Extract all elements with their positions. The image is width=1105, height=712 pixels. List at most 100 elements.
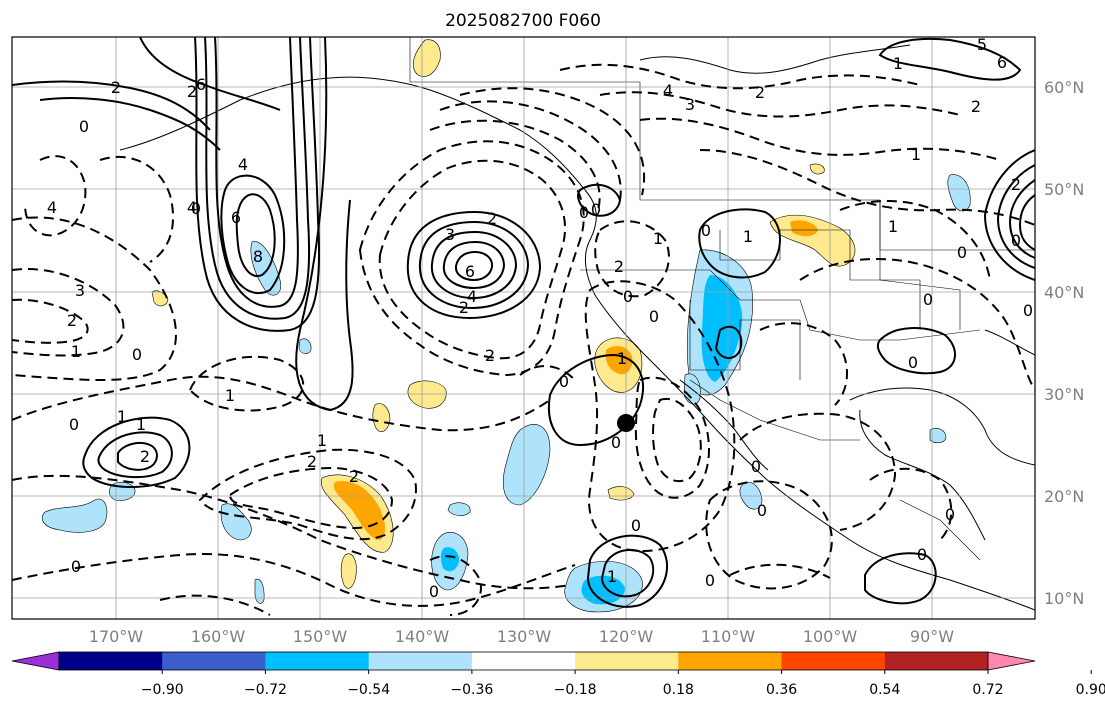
latitude-axis: 60°N 50°N 40°N 30°N 20°N 10°N (1044, 78, 1084, 608)
contour-label: 0 (623, 287, 633, 306)
colorbar-cell (265, 652, 370, 670)
colorbar-extend-high (987, 651, 1036, 671)
colorbar-extend-low (11, 651, 60, 671)
contour-label: 2 (349, 467, 359, 486)
longitude-label: 90°W (910, 627, 954, 646)
graticule (12, 37, 1035, 619)
contour-label: 0 (1011, 231, 1021, 250)
map-frame (11, 36, 1036, 620)
colorbar-cell (884, 652, 989, 670)
contour-label: 1 (136, 415, 146, 434)
contour-label: 1 (317, 431, 327, 450)
latitude-label: 50°N (1044, 180, 1084, 199)
colorbar-tick-label: −0.72 (244, 682, 287, 698)
contour-label: 4 (238, 155, 248, 174)
contour-label: 2 (1011, 175, 1021, 194)
contour-label: 0 (1023, 301, 1033, 320)
longitude-label: 110°W (701, 627, 756, 646)
colorbar-cell (678, 652, 783, 670)
contour-label: 4 (47, 198, 57, 217)
contour-label: 2 (755, 83, 765, 102)
contour-label: 4 (663, 81, 673, 100)
colorbar-cell (59, 652, 163, 670)
contour-label: 1 (911, 145, 921, 164)
contour-label: 1 (653, 229, 663, 248)
contour-label: 2 (614, 257, 624, 276)
longitude-label: 120°W (599, 627, 654, 646)
contour-labels: 2 2 4 6 4 6 8 3 2 6 4 2 2 3 2 0 4 3 2 1 … (47, 35, 1033, 601)
contour-label: 0 (917, 545, 927, 564)
map-title: 2025082700 F060 (445, 11, 601, 31)
contour-label: 4 (467, 287, 477, 306)
contour-label: 1 (607, 567, 617, 586)
colorbar-cell (781, 652, 886, 670)
contour-label: 0 (631, 516, 641, 535)
contour-label: 1 (71, 342, 81, 361)
contour-label: 0 (757, 501, 767, 520)
contour-label: 8 (253, 247, 263, 266)
latitude-label: 30°N (1044, 385, 1084, 404)
contour-label: 1 (893, 54, 903, 73)
contour-label: 1 (117, 407, 127, 426)
colorbar-tick-label: −0.90 (141, 682, 184, 698)
colorbar-cell (162, 652, 266, 670)
contour-label: 0 (132, 345, 142, 364)
colorbar-tick-label: −0.36 (450, 682, 493, 698)
contour-label: 6 (997, 53, 1007, 72)
longitude-label: 130°W (497, 627, 552, 646)
contour-label: 6 (196, 75, 206, 94)
negative-contours (12, 63, 1035, 616)
contour-label: 0 (559, 372, 569, 391)
contour-label: 2 (459, 298, 469, 317)
latitude-label: 10°N (1044, 589, 1084, 608)
contour-label: 2 (971, 97, 981, 116)
colorbar-tick-label: 0.90 (1076, 682, 1105, 698)
contour-label: 0 (649, 307, 659, 326)
contour-label: 6 (465, 262, 475, 281)
contour-label: 3 (75, 281, 85, 300)
colorbar-tick-label: 0.36 (766, 682, 797, 698)
contour-label: 2 (140, 447, 150, 466)
contour-label: 4 (187, 198, 197, 217)
colorbar-frame (58, 651, 989, 671)
contour-label: 0 (69, 415, 79, 434)
longitude-axis: 170°W 160°W 150°W 140°W 130°W 120°W 110°… (89, 627, 954, 646)
colorbar-cell (575, 652, 679, 670)
latitude-label: 60°N (1044, 78, 1084, 97)
contour-label: 1 (888, 217, 898, 236)
contour-label: 0 (429, 582, 439, 601)
colorbar-tick-label: 0.18 (663, 682, 694, 698)
contour-label: 0 (945, 505, 955, 524)
longitude-label: 140°W (395, 627, 450, 646)
contour-label: 0 (705, 571, 715, 590)
colorbar-cell (471, 652, 576, 670)
contour-label: 0 (957, 243, 967, 262)
contour-label: 6 (231, 208, 241, 227)
contour-label: 0 (908, 353, 918, 372)
contour-label: 5 (977, 35, 987, 54)
contour-label: 0 (591, 200, 601, 219)
colorbar-tick-label: −0.54 (347, 682, 390, 698)
coastlines (119, 44, 1035, 611)
contour-label: 0 (79, 117, 89, 136)
contour-label: 0 (579, 203, 589, 222)
colorbar-tick-label: 0.54 (869, 682, 900, 698)
contour-label: 0 (71, 557, 81, 576)
map-area: 2 2 4 6 4 6 8 3 2 6 4 2 2 3 2 0 4 3 2 1 … (12, 35, 1035, 619)
contour-label: 2 (111, 78, 121, 97)
latitude-label: 40°N (1044, 283, 1084, 302)
contour-label: 2 (67, 311, 77, 330)
colorbar: −0.90 −0.72 −0.54 −0.36 −0.18 0.18 0.36 0.54 0.7… (11, 651, 1105, 698)
contour-label: 1 (617, 349, 627, 368)
storm-center-dot (617, 414, 635, 432)
colorbar-tick-label: 0.72 (972, 682, 1003, 698)
contour-label: 3 (685, 95, 695, 114)
political-boundaries (409, 37, 1035, 561)
longitude-label: 150°W (293, 627, 348, 646)
contour-label: 0 (923, 290, 933, 309)
colorbar-cell (368, 652, 473, 670)
contour-label: 0 (611, 433, 621, 452)
latitude-label: 20°N (1044, 487, 1084, 506)
contour-label: 0 (191, 199, 201, 218)
longitude-label: 170°W (89, 627, 144, 646)
